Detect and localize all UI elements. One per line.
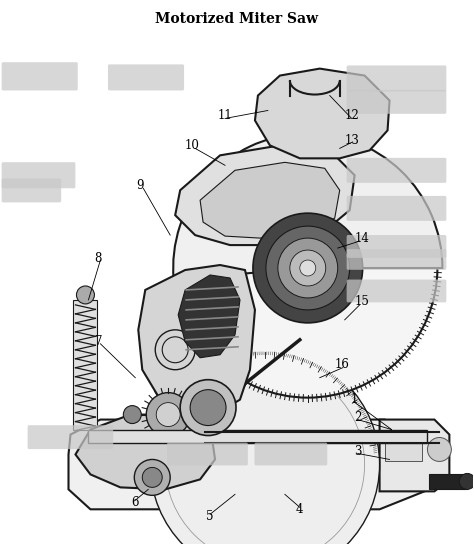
Text: Motorized Miter Saw: Motorized Miter Saw [155,12,319,26]
Text: 3: 3 [354,445,361,458]
Circle shape [278,238,337,298]
Circle shape [459,474,474,489]
Circle shape [190,390,226,426]
Text: 2: 2 [354,411,361,424]
FancyBboxPatch shape [346,280,447,302]
Text: 9: 9 [137,179,144,192]
Circle shape [142,468,162,487]
Text: 6: 6 [132,496,139,509]
Text: 12: 12 [344,109,359,122]
FancyBboxPatch shape [346,196,447,221]
Wedge shape [173,134,442,280]
FancyBboxPatch shape [346,65,447,92]
Text: 11: 11 [218,109,232,122]
Polygon shape [178,275,240,358]
FancyBboxPatch shape [1,179,61,202]
Circle shape [178,138,438,398]
FancyBboxPatch shape [27,425,113,449]
Circle shape [266,226,350,310]
Circle shape [180,380,236,435]
FancyBboxPatch shape [346,90,447,114]
Text: 8: 8 [95,252,102,264]
Bar [73,300,98,429]
Circle shape [300,260,316,276]
Bar [384,439,422,462]
Text: 13: 13 [344,134,359,147]
Circle shape [123,405,141,423]
Polygon shape [255,69,390,159]
Text: 15: 15 [354,295,369,308]
Bar [89,429,428,444]
Text: 10: 10 [185,139,200,152]
FancyBboxPatch shape [346,158,447,183]
Circle shape [253,213,363,323]
Polygon shape [75,415,215,489]
Circle shape [150,350,380,545]
Circle shape [76,286,94,304]
Circle shape [146,392,190,437]
Text: 5: 5 [206,510,214,523]
Polygon shape [138,265,255,415]
Polygon shape [175,146,355,245]
Text: 16: 16 [334,358,349,371]
FancyBboxPatch shape [255,443,327,465]
Circle shape [156,403,180,427]
Text: 14: 14 [354,232,369,245]
FancyBboxPatch shape [346,249,447,270]
Polygon shape [69,420,434,510]
Bar [429,474,467,489]
FancyBboxPatch shape [1,62,78,90]
Text: 4: 4 [296,503,303,516]
FancyBboxPatch shape [108,64,184,90]
Text: 1: 1 [351,393,358,406]
FancyBboxPatch shape [1,162,75,188]
FancyBboxPatch shape [167,443,248,465]
Polygon shape [200,162,340,238]
Circle shape [290,250,326,286]
FancyBboxPatch shape [346,235,447,258]
Text: 7: 7 [95,335,102,348]
Polygon shape [380,420,449,492]
Circle shape [134,459,170,495]
Circle shape [428,438,451,462]
